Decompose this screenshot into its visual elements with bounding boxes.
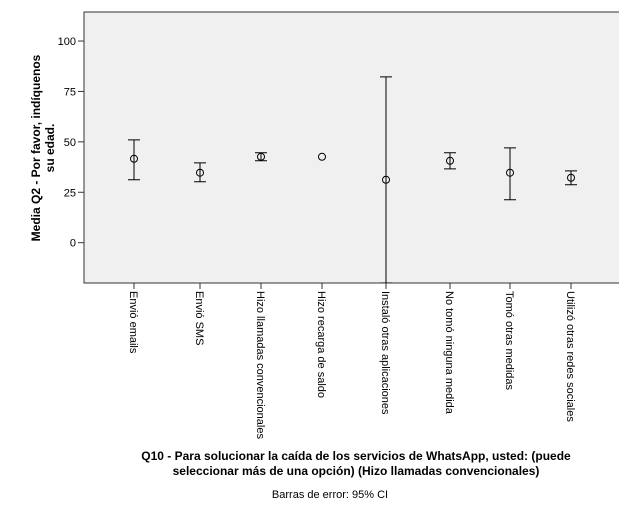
y-tick-label: 100 xyxy=(58,36,76,48)
error-bar xyxy=(504,147,516,201)
error-bar xyxy=(194,162,206,183)
mean-marker xyxy=(196,168,204,177)
x-tick-label: No tomó ninguna medida xyxy=(443,291,455,415)
y-tick-label: 50 xyxy=(64,137,76,149)
marks xyxy=(128,76,577,283)
x-axis-title: seleccionar más de una opción) (Hizo lla… xyxy=(173,464,540,478)
error-bar xyxy=(565,170,577,186)
mean-marker xyxy=(506,168,514,177)
footnote: Barras de error: 95% CI xyxy=(272,489,388,501)
y-axis-title: su edad. xyxy=(43,124,57,173)
mean-marker xyxy=(130,154,138,163)
error-bar xyxy=(380,76,392,283)
x-tick-label: Instaló otras aplicaciones xyxy=(379,291,391,415)
mean-marker xyxy=(567,173,575,182)
error-bar xyxy=(255,152,267,162)
y-axis-title: Media Q2 - Por favor, indíquenos xyxy=(29,54,43,241)
x-tick-label: Utilizó otras redes sociales xyxy=(564,291,576,422)
mean-marker xyxy=(382,175,390,184)
x-tick-label: Envió emails xyxy=(127,291,139,354)
error-bar xyxy=(128,139,140,181)
x-axis-title: Q10 - Para solucionar la caída de los se… xyxy=(141,449,571,463)
mean-marker xyxy=(318,152,326,161)
y-tick-label: 75 xyxy=(64,86,76,98)
x-tick-label: Envió SMS xyxy=(193,291,205,345)
x-tick-label: Tomó otras medidas xyxy=(503,291,515,391)
y-tick-label: 0 xyxy=(70,238,76,250)
x-tick-label: Hizo llamadas convencionales xyxy=(254,291,266,439)
plot-area xyxy=(83,11,619,284)
y-tick-label: 25 xyxy=(64,187,76,199)
mean-marker xyxy=(446,156,454,165)
x-tick-label: Hizo recarga de saldo xyxy=(315,291,327,398)
mean-marker xyxy=(257,152,265,161)
error-bar xyxy=(444,152,456,170)
